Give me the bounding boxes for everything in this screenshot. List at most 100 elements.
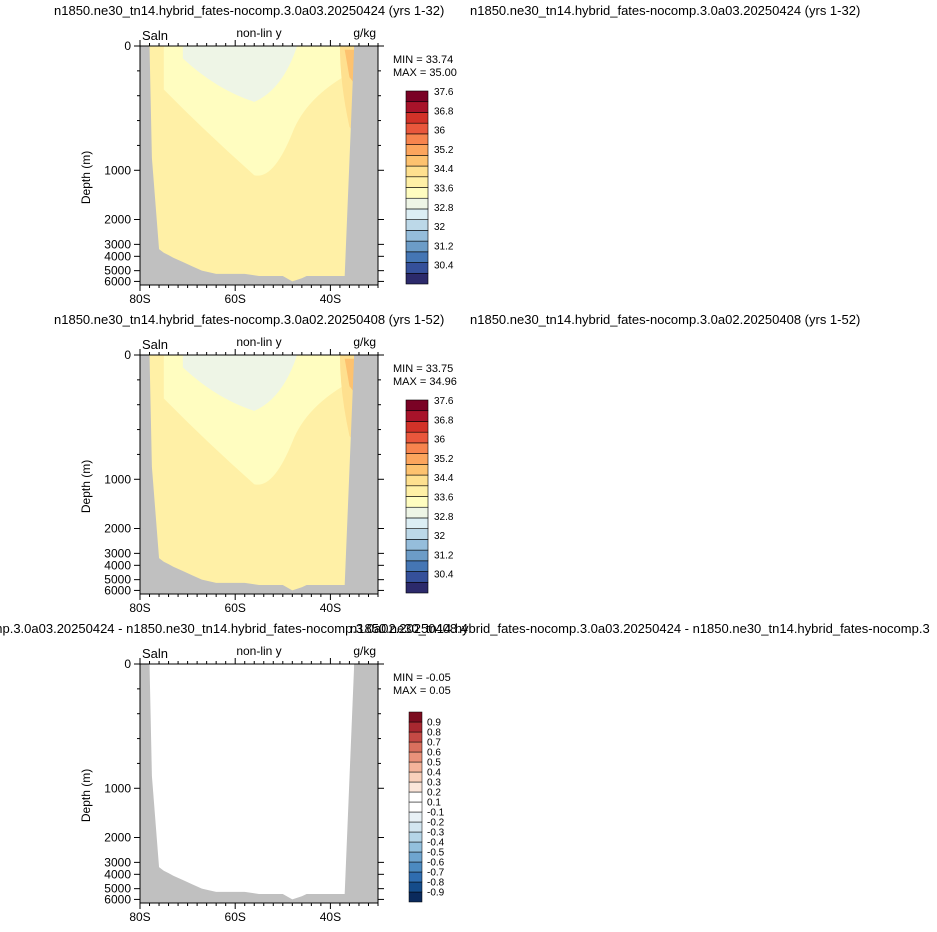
y-tick-label: 0 <box>124 657 131 671</box>
colorbar-label: -0.7 <box>427 868 445 879</box>
axis-mode-label: non-lin y <box>236 26 281 40</box>
max-stat: MAX = 35.00 <box>393 67 457 79</box>
colorbar-label: 34.4 <box>434 164 454 175</box>
fresh-core-region <box>182 355 298 411</box>
colorbar-swatch <box>408 711 423 723</box>
y-tick-label: 6000 <box>104 583 131 597</box>
colorbar-label: 36 <box>434 126 446 137</box>
max-stat: MAX = 34.96 <box>393 376 457 388</box>
row1-title-left: n1850.ne30_tn14.hybrid_fates-nocomp.3.0a… <box>54 3 445 18</box>
colorbar-swatch <box>405 571 429 583</box>
colorbar-label: 0.2 <box>427 788 441 799</box>
colorbar-swatch <box>408 751 423 763</box>
colorbar-label: 36.8 <box>434 415 454 426</box>
y-tick-label: 5000 <box>104 882 131 896</box>
colorbar-label: 37.6 <box>434 87 454 98</box>
colorbar-label: 35.2 <box>434 145 454 156</box>
units-label: g/kg <box>353 644 376 658</box>
fresh-core-region <box>182 46 298 102</box>
row3-title-left: 4.hybrid_fates-nocomp.3.0a03.20250424 - … <box>0 621 468 636</box>
colorbar-swatch <box>405 112 429 124</box>
x-tick-label: 40S <box>320 292 341 306</box>
y-tick-label: 1000 <box>104 781 131 795</box>
variable-label: Saln <box>142 646 168 661</box>
colorbar-swatch <box>405 549 429 562</box>
colorbar-swatch <box>408 801 423 813</box>
colorbar-swatch <box>405 251 429 263</box>
colorbar-swatch <box>405 197 429 210</box>
x-tick-label: 60S <box>225 910 246 924</box>
colorbar-label: 30.4 <box>434 261 454 272</box>
x-tick-label: 80S <box>129 292 150 306</box>
colorbar-label: 0.7 <box>427 738 441 749</box>
row2-title-right: n1850.ne30_tn14.hybrid_fates-nocomp.3.0a… <box>470 312 861 327</box>
colorbar-swatch <box>405 165 429 178</box>
y-tick-label: 4000 <box>104 867 131 881</box>
colorbar-swatch <box>405 219 429 231</box>
y-tick-label: 0 <box>124 348 131 362</box>
min-stat: MIN = 33.75 <box>393 363 453 375</box>
y-tick-label: 6000 <box>104 274 131 288</box>
colorbar-swatch <box>405 431 429 444</box>
colorbar-swatch <box>405 90 429 103</box>
colorbar-label: 36.8 <box>434 106 454 117</box>
colorbar-label: 37.6 <box>434 396 454 407</box>
axis-mode-label: non-lin y <box>236 644 281 658</box>
y-tick-label: 5000 <box>104 264 131 278</box>
colorbar-swatch <box>405 410 429 422</box>
colorbar-swatch <box>405 399 429 412</box>
colorbar-swatch <box>405 421 429 433</box>
colorbar-swatch <box>405 230 429 242</box>
colorbar-swatch <box>408 831 423 843</box>
x-tick-label: 40S <box>320 910 341 924</box>
antarctic-landmass <box>140 46 150 285</box>
colorbar-swatch <box>405 464 429 476</box>
colorbar-label: 34.4 <box>434 473 454 484</box>
colorbar-label: 30.4 <box>434 570 454 581</box>
x-tick-label: 40S <box>320 601 341 615</box>
high-salinity-core <box>344 49 355 84</box>
colorbar-label: 32.8 <box>434 203 454 214</box>
antarctic-landmass <box>140 664 150 903</box>
colorbar-label: -0.5 <box>427 848 445 859</box>
antarctic-landmass <box>140 355 150 594</box>
x-tick-label: 80S <box>129 910 150 924</box>
colorbar-swatch <box>405 144 429 156</box>
colorbar-label: -0.4 <box>427 838 445 849</box>
northern-landmass <box>354 355 378 594</box>
y-tick-label: 2000 <box>104 831 131 845</box>
colorbar-swatch <box>408 821 423 833</box>
field-fill <box>140 664 378 903</box>
colorbar-label: 32 <box>434 222 446 233</box>
colorbar-label: -0.1 <box>427 808 445 819</box>
colorbar-label: 36 <box>434 435 446 446</box>
row2-title-left: n1850.ne30_tn14.hybrid_fates-nocomp.3.0a… <box>54 312 445 327</box>
colorbar-swatch <box>405 187 429 199</box>
colorbar-swatch <box>408 811 423 823</box>
min-stat: MIN = 33.74 <box>393 54 453 66</box>
colorbar-swatch <box>405 208 429 220</box>
colorbar-swatch <box>408 841 423 853</box>
row1-title-right: n1850.ne30_tn14.hybrid_fates-nocomp.3.0a… <box>470 3 861 18</box>
y-tick-label: 3000 <box>104 855 131 869</box>
y-tick-label: 1000 <box>104 472 131 486</box>
colorbar-swatch <box>405 122 429 135</box>
y-axis-label: Depth (m) <box>79 769 93 822</box>
variable-label: Saln <box>142 28 168 43</box>
y-tick-label: 3000 <box>104 237 131 251</box>
colorbar-label: -0.2 <box>427 818 445 829</box>
colorbar-label: 33.6 <box>434 184 454 195</box>
units-label: g/kg <box>353 26 376 40</box>
colorbar-swatch <box>405 453 429 465</box>
colorbar-swatch <box>408 721 423 733</box>
variable-label: Saln <box>142 337 168 352</box>
colorbar-swatch <box>405 539 429 551</box>
y-tick-label: 5000 <box>104 573 131 587</box>
max-stat: MAX = 0.05 <box>393 685 451 697</box>
colorbar-label: 32.8 <box>434 512 454 523</box>
colorbar-swatch <box>408 851 423 863</box>
row3-title-right: n1850.ne30_tn14.hybrid_fates-nocomp.3.0a… <box>350 621 930 636</box>
colorbar-label: 31.2 <box>434 241 454 252</box>
